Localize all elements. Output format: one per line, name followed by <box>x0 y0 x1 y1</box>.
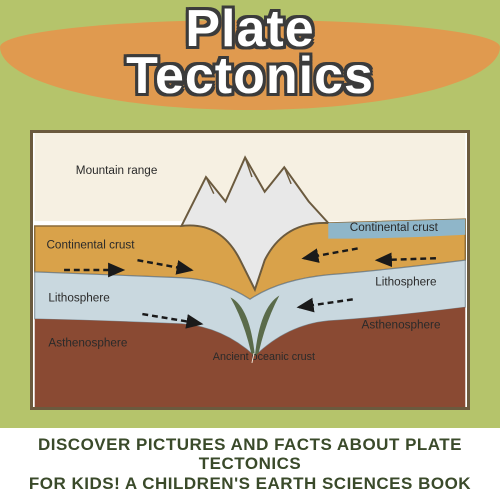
title-line-2: Tectonics <box>0 53 500 100</box>
tectonics-diagram: Mountain range Continental crust Contine… <box>30 130 470 410</box>
subtitle-text: DISCOVER PICTURES AND FACTS ABOUT PLATE … <box>10 435 490 494</box>
label-asthen-right: Asthenosphere <box>362 319 441 332</box>
diagram-svg: Mountain range Continental crust Contine… <box>33 133 467 407</box>
label-continental-left: Continental crust <box>46 238 135 251</box>
label-continental-right: Continental crust <box>350 221 439 234</box>
label-mountain-range: Mountain range <box>76 164 158 177</box>
label-asthen-left: Asthenosphere <box>48 336 127 349</box>
subtitle-line-1: DISCOVER PICTURES AND FACTS ABOUT PLATE … <box>10 435 490 474</box>
title-banner: Plate Tectonics <box>0 0 500 130</box>
book-cover: Plate Tectonics <box>0 0 500 500</box>
label-lithosphere-left: Lithosphere <box>48 291 109 304</box>
subtitle-banner: DISCOVER PICTURES AND FACTS ABOUT PLATE … <box>0 428 500 500</box>
label-lithosphere-right: Lithosphere <box>375 276 436 289</box>
title: Plate Tectonics <box>0 6 500 100</box>
label-ancient-oceanic: Ancient oceanic crust <box>213 351 315 363</box>
title-line-1: Plate <box>0 6 500 53</box>
subtitle-line-2: FOR KIDS! A CHILDREN'S EARTH SCIENCES BO… <box>10 474 490 494</box>
